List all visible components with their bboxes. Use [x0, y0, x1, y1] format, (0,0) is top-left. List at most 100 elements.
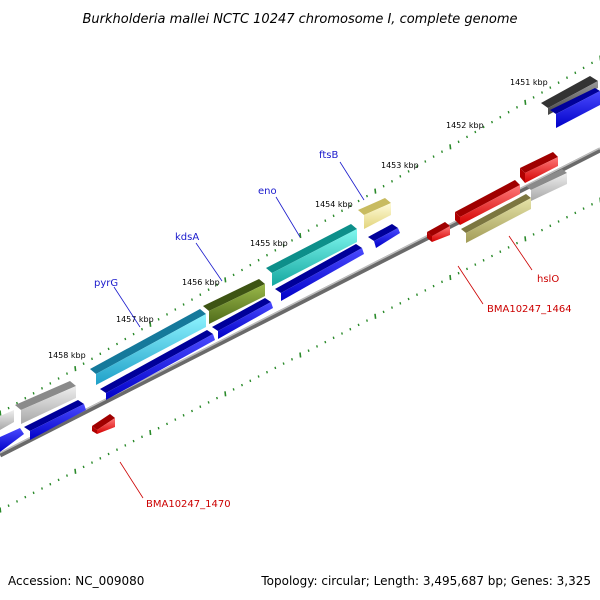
tick-minor [557, 81, 560, 84]
tick-minor [82, 362, 85, 365]
tick-minor [282, 244, 285, 247]
gene-hslO-gray[interactable] [526, 169, 567, 201]
tick-minor [566, 76, 568, 79]
tick-minor [207, 401, 210, 404]
gene-label-kdsA[interactable]: kdsA [175, 232, 199, 243]
tick-label-1458: 1458 kbp [48, 351, 86, 360]
tick-major [374, 313, 377, 319]
tick-minor [49, 482, 52, 486]
leader-BMA10247-1464 [457, 265, 484, 305]
tick-minor [232, 388, 235, 391]
tick-minor [399, 302, 402, 305]
gene-label-BMA10247-1470[interactable]: BMA10247_1470 [146, 499, 231, 510]
tick-minor [357, 323, 360, 327]
tick-minor [207, 288, 210, 291]
tick-minor [141, 327, 143, 331]
tick-minor [482, 259, 485, 262]
tick-minor [157, 318, 160, 321]
tick-minor [532, 233, 535, 236]
tick-major [0, 507, 2, 513]
cds-arrow-pyrG[interactable] [100, 330, 215, 400]
cds-arrow-1451[interactable] [550, 88, 600, 128]
gene-BMA10247-1464[interactable] [461, 194, 531, 243]
tick-minor [391, 306, 393, 309]
gene-kdsA[interactable] [203, 279, 265, 324]
tick-minor [499, 250, 502, 253]
leader-kdsA [195, 242, 223, 282]
tick-minor [32, 491, 35, 495]
tick-minor [366, 194, 368, 198]
gene-label-ftsB[interactable]: ftsB [319, 150, 338, 161]
gene-light-gray-left[interactable] [15, 381, 76, 424]
cds-forward-track [0, 88, 600, 452]
tick-minor [232, 273, 235, 277]
tick-minor [66, 372, 68, 375]
map-title: Burkholderia mallei NCTC 10247 chromosom… [82, 12, 517, 27]
tick-minor [266, 253, 268, 257]
tick-minor [116, 448, 118, 451]
tick-minor [541, 91, 543, 94]
tick-minor [266, 370, 268, 374]
tick-label-1451: 1451 kbp [510, 78, 548, 87]
gene-red-2[interactable] [455, 180, 520, 225]
tick-minor [366, 319, 368, 322]
tick-minor [349, 327, 352, 331]
leader-hslO [508, 235, 533, 271]
tick-minor [124, 337, 127, 341]
tick-minor [249, 263, 252, 267]
gene-red-1[interactable] [520, 152, 558, 183]
gene-pale-yellow[interactable] [358, 198, 391, 229]
tick-minor [332, 214, 335, 218]
tick-label-1452: 1452 kbp [446, 121, 484, 130]
tick-minor [474, 130, 477, 134]
tick-minor [274, 366, 277, 370]
tick-minor [582, 207, 585, 210]
gene-red-small[interactable] [427, 222, 450, 242]
cds-arrow-kdsA[interactable] [212, 298, 273, 339]
gene-eno[interactable] [266, 224, 357, 286]
tick-minor [241, 268, 243, 272]
tick-minor [291, 358, 293, 361]
gene-label-eno[interactable]: eno [258, 186, 277, 197]
tick-minor [307, 229, 310, 232]
tick-minor [424, 289, 427, 292]
tick-minor [107, 452, 110, 456]
gene-pyrG[interactable] [90, 309, 206, 385]
cds-arrow-left[interactable] [24, 400, 86, 440]
cds-arrow-edge[interactable] [0, 428, 24, 452]
tick-minor [507, 246, 510, 249]
tick-minor [407, 170, 410, 173]
gene-label-pyrG[interactable]: pyrG [94, 278, 118, 289]
leader-pyrG [113, 286, 141, 328]
leader-ftsB [339, 161, 365, 201]
cds-arrow-ftsB[interactable] [368, 224, 400, 248]
tick-minor [466, 135, 468, 139]
tick-minor [282, 362, 285, 365]
tick-minor [7, 406, 10, 410]
tick-minor [216, 283, 218, 287]
tick-minor [199, 293, 202, 296]
tick-minor [57, 377, 60, 380]
tick-minor [566, 215, 568, 219]
tick-labels: 1451 kbp 1452 kbp 1453 kbp 1454 kbp 1455… [48, 78, 548, 360]
tick-major [524, 99, 527, 105]
tick-minor [257, 258, 260, 262]
tick-major [74, 468, 77, 474]
gene-label-hslO[interactable]: hslO [537, 274, 559, 285]
tick-minor [57, 478, 60, 482]
gene-label-BMA10247-1464[interactable]: BMA10247_1464 [487, 304, 572, 315]
gene-light-gray-edge[interactable] [0, 410, 14, 430]
tick-minor [82, 465, 85, 469]
tick-minor [457, 140, 460, 144]
genome-summary-text: Topology: circular; Length: 3,495,687 bp… [260, 574, 591, 588]
gene-BMA10247-1470[interactable] [92, 414, 115, 434]
tick-minor [341, 332, 343, 335]
tick-minor [49, 382, 52, 385]
tick-major [449, 274, 452, 281]
tick-minor [474, 263, 477, 266]
tick-minor [332, 336, 335, 340]
tick-minor [132, 332, 135, 336]
tick-label-1456: 1456 kbp [182, 278, 220, 287]
cds-arrow-eno[interactable] [275, 244, 364, 301]
tick-minor [191, 409, 193, 413]
